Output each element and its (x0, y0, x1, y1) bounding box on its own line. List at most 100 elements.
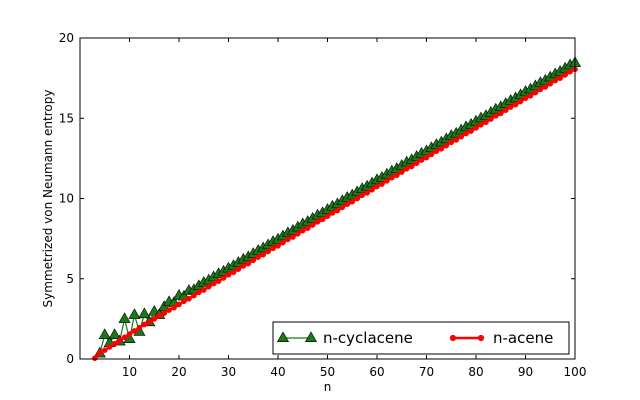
data-point (562, 72, 568, 78)
data-point (384, 177, 390, 184)
data-point (215, 278, 222, 285)
x-axis-label: n (324, 380, 332, 394)
data-point (240, 263, 247, 269)
data-point (374, 183, 380, 190)
data-point (433, 148, 440, 155)
data-point (354, 195, 361, 202)
data-point (131, 328, 138, 334)
data-point (121, 334, 128, 341)
y-axis-label: Symmetrized von Neumann entropy (41, 90, 55, 308)
data-point (146, 319, 153, 325)
data-point (492, 112, 499, 119)
x-tick-label: 10 (122, 365, 137, 379)
x-tick-label: 80 (468, 365, 483, 379)
y-tick-label: 15 (59, 111, 74, 125)
data-point (443, 142, 450, 149)
data-point (98, 328, 111, 339)
data-point (567, 68, 573, 75)
data-point (245, 260, 252, 267)
data-point (532, 89, 539, 96)
legend-items: n-cyclacene n-acene (276, 329, 553, 347)
data-point (537, 86, 544, 93)
x-tick-label: 60 (369, 365, 384, 379)
x-tick-label: 40 (270, 365, 285, 379)
data-point (106, 344, 113, 350)
data-point (195, 289, 202, 296)
data-point (522, 95, 529, 102)
x-tick-label: 30 (221, 365, 236, 379)
data-point (398, 169, 405, 175)
data-point (136, 324, 143, 331)
y-tick-label: 5 (66, 272, 74, 286)
data-point (483, 119, 489, 126)
data-point (230, 269, 237, 276)
data-point (161, 310, 167, 317)
data-point (512, 101, 519, 108)
series-n-acene (92, 66, 578, 362)
data-point (126, 331, 133, 337)
data-point (507, 104, 514, 110)
data-point (389, 174, 395, 181)
data-point (108, 328, 121, 339)
data-point (138, 307, 151, 319)
data-point (557, 75, 564, 81)
legend-swatch-marker (304, 331, 318, 343)
data-point (235, 266, 242, 272)
data-point (111, 340, 118, 347)
data-point (290, 234, 296, 240)
ticks-layer: 10 20 30 40 50 60 70 80 90 100 0 5 10 15 20 (59, 31, 587, 379)
data-point (255, 254, 262, 260)
data-point (265, 248, 271, 255)
data-point (527, 92, 534, 99)
data-point (517, 98, 524, 105)
data-point (92, 355, 98, 362)
x-tick-label: 50 (320, 365, 335, 379)
x-tick-label: 90 (518, 365, 533, 379)
data-point (294, 230, 301, 237)
data-point (285, 236, 291, 243)
data-point (280, 239, 286, 246)
data-point (181, 298, 187, 305)
data-point (542, 84, 549, 90)
legend: n-cyclacene n-acene (272, 321, 570, 355)
data-point (101, 347, 108, 354)
legend-swatch-marker (449, 334, 457, 342)
data-point (314, 218, 321, 225)
data-point (418, 157, 425, 163)
legend-swatch-marker (276, 331, 290, 343)
data-point (96, 349, 103, 356)
data-point (339, 204, 346, 211)
data-point (225, 271, 232, 278)
data-point (488, 116, 494, 122)
data-point (478, 121, 484, 128)
data-point (118, 312, 131, 323)
data-point (166, 307, 172, 313)
data-point (191, 292, 197, 299)
data-point (205, 283, 212, 290)
legend-item: n-acene (449, 329, 553, 347)
data-point (344, 201, 351, 207)
data-point (428, 151, 435, 158)
data-point (250, 257, 257, 264)
data-point (438, 145, 445, 152)
legend-label: n-acene (493, 329, 553, 347)
data-point (403, 165, 410, 172)
data-point (151, 316, 158, 322)
data-point (448, 139, 455, 146)
data-point (260, 251, 266, 258)
plot-layer (92, 56, 582, 362)
data-point (364, 190, 370, 196)
legend-swatch-marker (477, 334, 485, 342)
data-point (319, 216, 326, 223)
data-point (334, 207, 341, 214)
data-point (369, 186, 375, 193)
y-tick-label: 0 (66, 352, 74, 366)
data-point (156, 312, 163, 319)
data-point (473, 125, 479, 131)
data-point (200, 287, 207, 293)
data-point (413, 160, 420, 167)
data-point (359, 192, 365, 199)
legend-label: n-cyclacene (323, 329, 413, 347)
data-point (275, 242, 281, 249)
